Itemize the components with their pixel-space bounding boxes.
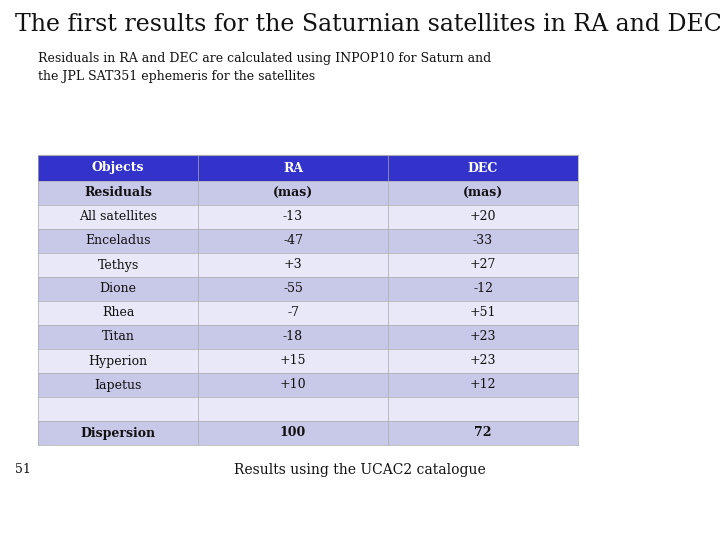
Bar (198, 325, 388, 349)
Text: -55: -55 (283, 282, 303, 295)
Bar (38, 301, 198, 325)
Text: Iapetus: Iapetus (94, 379, 142, 392)
Text: Objects: Objects (91, 161, 144, 174)
Bar (198, 301, 388, 325)
Text: (mas): (mas) (273, 186, 313, 199)
Bar (38, 373, 198, 397)
Bar (388, 277, 578, 301)
Bar (198, 253, 388, 277)
Text: 100: 100 (280, 427, 306, 440)
Text: -33: -33 (473, 234, 493, 247)
Bar (198, 181, 388, 205)
Text: DEC: DEC (468, 161, 498, 174)
Bar (38, 155, 198, 181)
Bar (388, 301, 578, 325)
Bar (38, 325, 198, 349)
Bar (388, 373, 578, 397)
Text: -18: -18 (283, 330, 303, 343)
Bar (388, 155, 578, 181)
Text: Enceladus: Enceladus (85, 234, 150, 247)
Text: +3: +3 (284, 259, 302, 272)
Bar (388, 253, 578, 277)
Text: -12: -12 (473, 282, 493, 295)
Text: +23: +23 (469, 354, 496, 368)
Text: Residuals: Residuals (84, 186, 152, 199)
Bar (388, 421, 578, 445)
Bar (388, 229, 578, 253)
Bar (38, 253, 198, 277)
Bar (198, 349, 388, 373)
Text: (mas): (mas) (463, 186, 503, 199)
Text: Titan: Titan (102, 330, 135, 343)
Bar (38, 397, 198, 421)
Text: +51: +51 (469, 307, 496, 320)
Text: +15: +15 (280, 354, 306, 368)
Bar (388, 325, 578, 349)
Bar (38, 349, 198, 373)
Bar (388, 181, 578, 205)
Bar (388, 349, 578, 373)
Text: RA: RA (283, 161, 303, 174)
Bar (388, 205, 578, 229)
Bar (198, 397, 388, 421)
Text: Tethys: Tethys (97, 259, 139, 272)
Bar (198, 421, 388, 445)
Text: +27: +27 (470, 259, 496, 272)
Bar (198, 205, 388, 229)
Bar (38, 277, 198, 301)
Bar (388, 397, 578, 421)
Bar (198, 277, 388, 301)
Text: Dispersion: Dispersion (81, 427, 156, 440)
Text: -47: -47 (283, 234, 303, 247)
Text: All satellites: All satellites (79, 211, 157, 224)
Text: The first results for the Saturnian satellites in RA and DEC: The first results for the Saturnian sate… (15, 13, 720, 36)
Bar (198, 155, 388, 181)
Text: -7: -7 (287, 307, 299, 320)
Text: +12: +12 (469, 379, 496, 392)
Bar (38, 229, 198, 253)
Bar (38, 205, 198, 229)
Text: -13: -13 (283, 211, 303, 224)
Text: Results using the UCAC2 catalogue: Results using the UCAC2 catalogue (234, 463, 486, 477)
Text: +23: +23 (469, 330, 496, 343)
Text: Rhea: Rhea (102, 307, 134, 320)
Text: +10: +10 (279, 379, 306, 392)
Text: Dione: Dione (99, 282, 137, 295)
Text: Hyperion: Hyperion (89, 354, 148, 368)
Text: Residuals in RA and DEC are calculated using INPOP10 for Saturn and
the JPL SAT3: Residuals in RA and DEC are calculated u… (38, 52, 491, 83)
Text: +20: +20 (469, 211, 496, 224)
Text: 72: 72 (474, 427, 492, 440)
Bar (38, 181, 198, 205)
Bar (198, 229, 388, 253)
Bar (38, 421, 198, 445)
Text: 51: 51 (15, 463, 31, 476)
Bar (198, 373, 388, 397)
